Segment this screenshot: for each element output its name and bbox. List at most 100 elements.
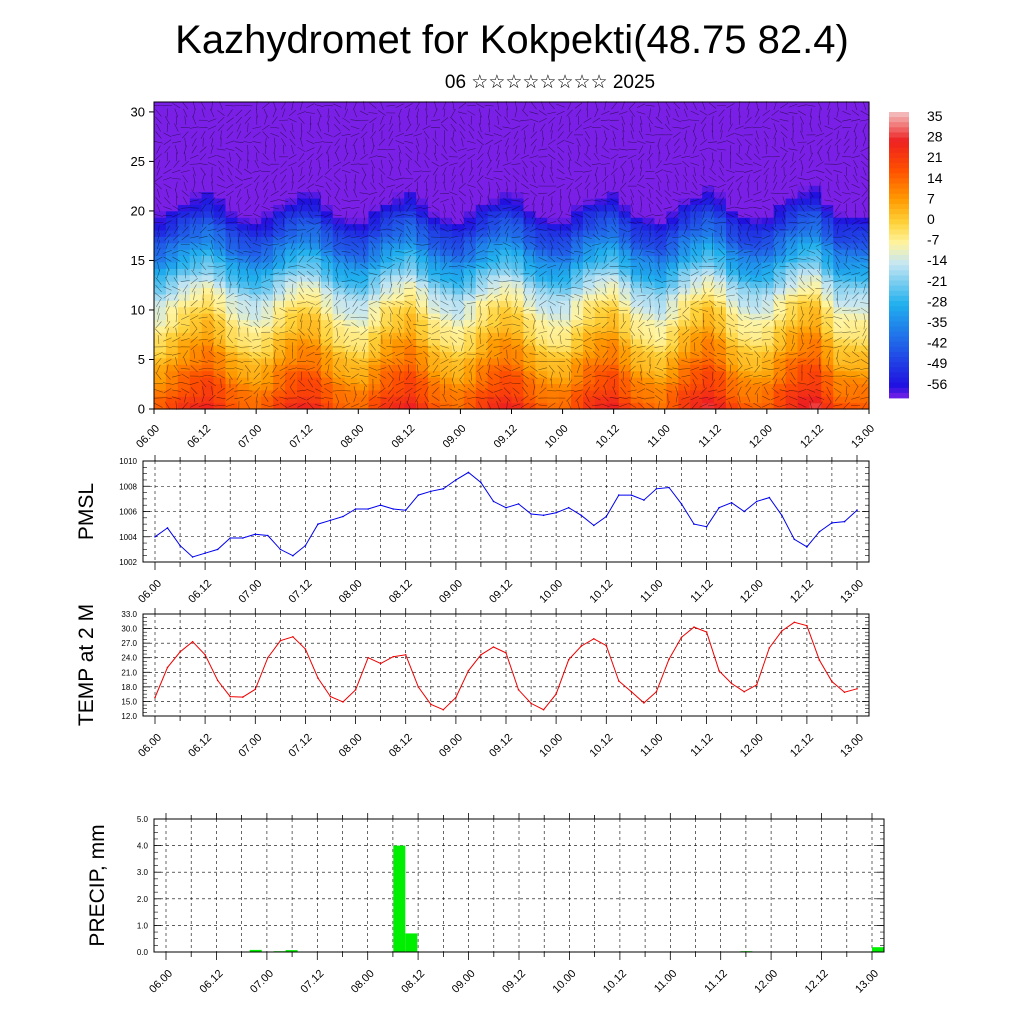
wind-stroke: [362, 254, 366, 264]
heatmap-cell: [320, 319, 334, 327]
wind-stroke: [190, 241, 198, 248]
heatmap-cell: [535, 268, 548, 276]
heatmap-cell: [654, 300, 668, 308]
wind-stroke: [255, 313, 259, 322]
heatmap-cell: [308, 140, 322, 148]
heatmap-cell: [559, 114, 572, 122]
wind-stroke: [211, 174, 213, 184]
wind-stroke: [458, 190, 467, 197]
heatmap-cell: [463, 140, 477, 148]
heatmap-cell: [737, 223, 751, 231]
wind-stroke: [327, 232, 330, 242]
heatmap-cell: [380, 165, 393, 173]
heatmap-cell: [320, 159, 334, 167]
heatmap-cell: [440, 396, 453, 404]
wind-stroke: [565, 293, 574, 298]
heatmap-cell: [451, 242, 465, 250]
wind-stroke: [575, 175, 583, 182]
heatmap-cell: [821, 242, 834, 250]
heatmap-cell: [749, 249, 763, 257]
wind-stroke: [263, 189, 268, 198]
wind-stroke: [318, 203, 321, 213]
wind-stroke: [300, 203, 303, 213]
wind-stroke: [567, 167, 572, 176]
heatmap-cell: [189, 217, 203, 225]
wind-stroke: [459, 372, 466, 380]
heatmap-cell: [475, 153, 489, 161]
wind-stroke: [325, 255, 331, 264]
heatmap-cell: [749, 153, 763, 161]
wind-stroke: [395, 251, 405, 253]
wind-stroke: [307, 284, 314, 292]
heatmap-cell: [201, 172, 215, 180]
heatmap-cell: [821, 319, 834, 327]
wind-stroke: [511, 382, 521, 384]
heatmap-cell: [523, 159, 536, 167]
wind-stroke: [315, 175, 323, 183]
heatmap-cell: [654, 127, 668, 135]
heatmap-cell: [785, 402, 799, 410]
wind-stroke: [353, 386, 357, 396]
wind-stroke: [246, 276, 249, 286]
heatmap-cell: [201, 217, 215, 225]
wind-stroke: [591, 374, 601, 378]
wind-stroke: [333, 124, 341, 132]
wind-stroke: [522, 160, 528, 168]
heatmap-cell: [380, 287, 393, 295]
heatmap-cell: [332, 114, 346, 122]
wind-stroke: [434, 291, 437, 301]
heatmap-cell: [380, 114, 393, 122]
wind-stroke: [432, 299, 439, 307]
wind-stroke: [451, 196, 456, 205]
wind-stroke: [497, 115, 499, 125]
wind-stroke: [155, 116, 162, 124]
wind-stroke: [523, 247, 527, 257]
wind-stroke: [332, 390, 342, 392]
wind-stroke: [459, 130, 466, 139]
wind-stroke: [174, 291, 179, 300]
heatmap-cell: [857, 389, 870, 397]
heatmap-cell: [618, 223, 632, 231]
wind-stroke: [381, 174, 383, 184]
wind-stroke: [523, 101, 527, 110]
heatmap-cell: [523, 178, 536, 186]
heatmap-cell: [201, 236, 215, 244]
wind-stroke: [164, 160, 171, 168]
wind-stroke: [505, 298, 509, 308]
heatmap-cell: [773, 121, 787, 129]
wind-stroke: [234, 212, 243, 218]
wind-stroke: [566, 233, 573, 242]
heatmap-cell: [666, 383, 679, 391]
heatmap-cell: [225, 204, 239, 212]
wind-stroke: [459, 167, 465, 176]
heatmap-cell: [785, 114, 799, 122]
heatmap-cell: [404, 172, 417, 180]
heatmap-cell: [392, 223, 405, 231]
heatmap-cell: [666, 255, 679, 263]
heatmap-cell: [785, 287, 799, 295]
heatmap-cell: [451, 185, 465, 193]
heatmap-cell: [523, 332, 536, 340]
heatmap-cell: [308, 306, 322, 314]
heatmap-cell: [297, 364, 310, 372]
heatmap-cell: [666, 229, 679, 237]
heatmap-cell: [404, 357, 417, 365]
heatmap-cell: [785, 345, 799, 353]
heatmap-cell: [368, 300, 382, 308]
wind-stroke: [576, 137, 581, 147]
wind-stroke: [448, 228, 458, 231]
wind-stroke: [256, 400, 258, 410]
wind-stroke: [225, 352, 235, 356]
wind-stroke: [578, 115, 580, 125]
heatmap-cell: [737, 402, 751, 410]
heatmap-cell: [368, 332, 382, 340]
heatmap-cell: [749, 293, 763, 301]
heatmap-cell: [547, 313, 560, 321]
heatmap-cell: [297, 159, 310, 167]
wind-stroke: [532, 284, 536, 293]
heatmap-cell: [547, 268, 560, 276]
heatmap-cell: [273, 293, 286, 301]
wind-stroke: [594, 357, 599, 366]
heatmap-cell: [416, 204, 429, 212]
heatmap-cell: [320, 133, 334, 141]
